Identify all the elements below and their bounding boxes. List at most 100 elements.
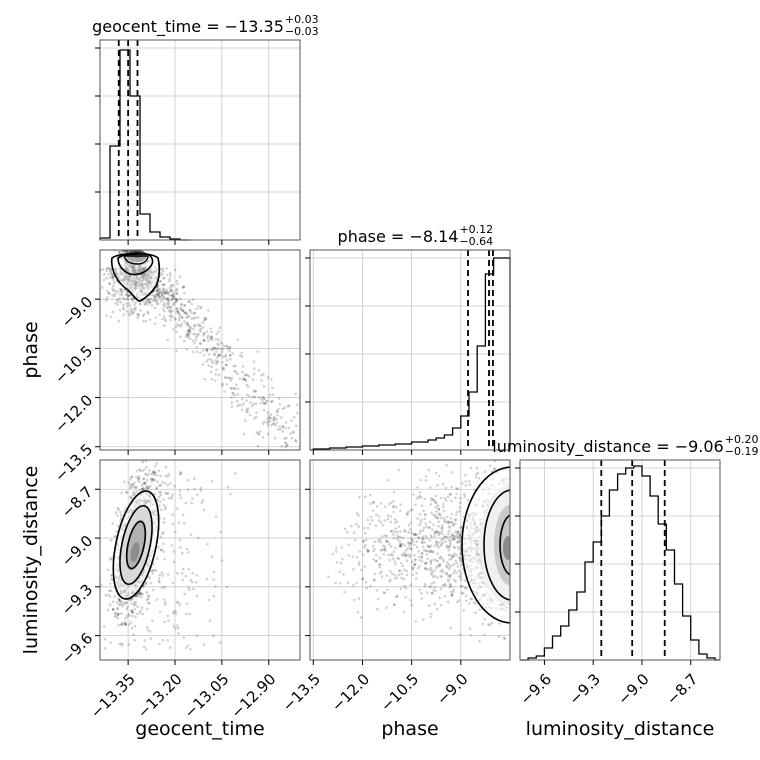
sample-point <box>125 292 129 296</box>
sample-point <box>188 300 191 304</box>
sample-point <box>437 507 441 511</box>
sample-point <box>167 299 170 303</box>
sample-point <box>151 569 154 572</box>
sample-point <box>512 578 515 581</box>
sample-point <box>154 294 157 297</box>
sample-point <box>445 535 449 539</box>
sample-point <box>284 421 288 424</box>
sample-point <box>423 584 427 588</box>
sample-point <box>445 463 448 467</box>
sample-point <box>109 315 112 319</box>
sample-point <box>433 532 437 535</box>
sample-point <box>102 625 106 628</box>
sample-point <box>114 611 117 615</box>
sample-point <box>432 575 435 578</box>
sample-point <box>469 597 472 601</box>
sample-point <box>498 622 501 625</box>
sample-point <box>245 393 249 397</box>
sample-point <box>165 291 168 294</box>
sample-point <box>392 506 395 509</box>
sample-point <box>210 338 214 342</box>
sample-point <box>335 550 338 553</box>
sample-point <box>439 496 443 500</box>
sample-point <box>193 487 196 491</box>
sample-point <box>212 578 215 581</box>
sample-point <box>207 353 211 356</box>
sample-point <box>156 498 160 502</box>
sample-point <box>414 558 418 561</box>
sample-point <box>158 484 161 487</box>
sample-point <box>118 600 122 604</box>
sample-point <box>193 477 196 481</box>
sample-point <box>148 594 151 598</box>
sample-point <box>243 374 246 377</box>
sample-point <box>443 520 446 523</box>
sample-point <box>156 299 159 303</box>
sample-point <box>447 579 450 583</box>
sample-point <box>278 403 282 406</box>
sample-point <box>223 390 226 393</box>
sample-point <box>146 298 150 302</box>
sample-point <box>246 410 250 414</box>
sample-point <box>450 585 453 588</box>
sample-point <box>238 403 241 407</box>
sample-point <box>459 577 463 581</box>
sample-point <box>136 478 140 482</box>
sample-point <box>356 611 360 614</box>
sample-point <box>196 334 200 337</box>
sample-point <box>167 290 170 294</box>
sample-point <box>116 514 119 517</box>
sample-point <box>202 318 206 322</box>
sample-point <box>334 581 337 585</box>
sample-point <box>437 507 441 511</box>
sample-point <box>366 518 370 522</box>
sample-point <box>272 422 276 426</box>
sample-point <box>198 324 202 328</box>
sample-point <box>233 369 236 373</box>
sample-point <box>120 612 123 615</box>
sample-point <box>195 581 198 584</box>
sample-point <box>109 558 112 561</box>
sample-point <box>157 294 161 297</box>
sample-point <box>448 576 452 579</box>
sample-point <box>511 545 514 548</box>
sample-point <box>382 548 386 551</box>
sample-point <box>346 581 350 584</box>
sample-point <box>462 493 466 496</box>
sample-point <box>292 416 296 419</box>
sample-point <box>425 553 429 556</box>
sample-point <box>515 526 518 529</box>
sample-point <box>389 570 392 573</box>
sample-point <box>191 298 195 302</box>
sample-point <box>434 540 438 543</box>
sample-point <box>100 286 104 289</box>
sample-point <box>417 536 420 540</box>
sample-point <box>425 568 429 571</box>
sample-point <box>170 288 173 292</box>
sample-point <box>433 530 437 533</box>
contour-level <box>112 490 160 600</box>
sample-point <box>125 615 129 618</box>
sample-point <box>180 571 184 575</box>
sample-point <box>397 557 401 560</box>
sample-point <box>331 552 335 556</box>
sample-point <box>516 573 519 576</box>
sample-point <box>458 559 462 562</box>
sample-point <box>387 478 390 482</box>
sample-point <box>212 346 215 349</box>
sample-point <box>122 307 125 311</box>
sample-point <box>176 601 180 604</box>
sample-point <box>254 390 257 393</box>
sample-point <box>271 418 275 422</box>
sample-point <box>214 350 218 354</box>
sample-point <box>155 302 159 305</box>
contour-level <box>461 466 510 624</box>
sample-point <box>295 424 298 428</box>
sample-point <box>389 529 393 533</box>
sample-point <box>369 502 372 506</box>
sample-point <box>401 536 405 540</box>
sample-point <box>163 482 167 485</box>
sample-point <box>378 566 381 569</box>
sample-point <box>398 569 402 572</box>
panel-backgrounds <box>100 40 720 660</box>
